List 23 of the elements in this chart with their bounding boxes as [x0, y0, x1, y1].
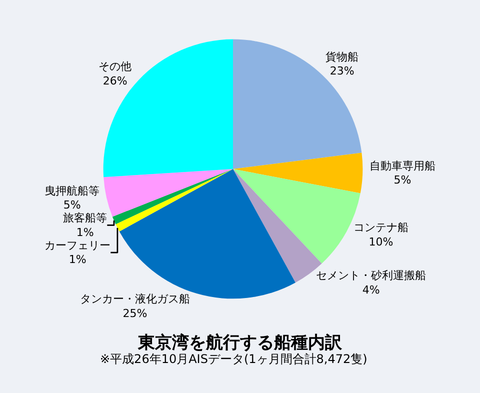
slice-label: 貨物船 — [326, 50, 359, 64]
data-label: 25% — [122, 306, 148, 320]
data-label: 23% — [330, 64, 354, 78]
text: ※平成26年10月AISデータ(1ヶ月間合計8,472隻) — [100, 352, 368, 366]
slice-label: コンテナ船 — [353, 220, 408, 234]
pie-slice — [233, 152, 363, 194]
slice-label: 旅客船等 — [63, 212, 108, 225]
data-label: 5% — [394, 174, 412, 187]
data-label: 1% — [68, 253, 86, 266]
pie-slice — [233, 168, 360, 264]
slice-label: タンカー・液化ガス船 — [80, 292, 190, 306]
slice-label: カーフェリー — [44, 238, 111, 252]
slice-label: その他 — [98, 60, 132, 74]
slice-label: 自動車専用船 — [369, 159, 436, 172]
text: 東京湾を航行する船種内訳 — [137, 332, 343, 353]
pie-slice — [233, 39, 362, 169]
data-label: 26% — [102, 74, 128, 88]
slice-label: 曳押航船等 — [44, 184, 100, 198]
data-label: 5% — [63, 198, 81, 212]
data-label: 4% — [362, 283, 380, 296]
slice-label: セメント・砂利運搬船 — [316, 269, 426, 282]
data-label: 10% — [368, 235, 394, 248]
data-label: 1% — [76, 226, 94, 239]
